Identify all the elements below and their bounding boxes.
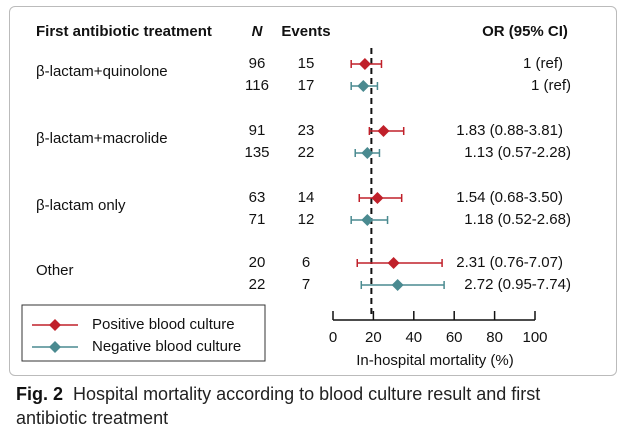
legend-label: Negative blood culture bbox=[92, 338, 241, 355]
events-value: 15 bbox=[298, 55, 315, 72]
column-header: N bbox=[252, 23, 264, 40]
or-label: 2.72 (0.95-7.74) bbox=[464, 276, 571, 293]
caption-text: Hospital mortality according to blood cu… bbox=[16, 384, 541, 428]
legend-marker bbox=[49, 341, 61, 353]
n-value: 91 bbox=[249, 122, 266, 139]
or-label: 2.31 (0.76-7.07) bbox=[456, 254, 563, 271]
n-value: 71 bbox=[249, 211, 266, 228]
n-value: 20 bbox=[249, 254, 266, 271]
legend-marker bbox=[49, 319, 61, 331]
n-value: 63 bbox=[249, 189, 266, 206]
or-label: 1 (ref) bbox=[531, 77, 571, 94]
events-value: 23 bbox=[298, 122, 315, 139]
column-header: Events bbox=[281, 23, 330, 40]
point bbox=[358, 58, 371, 70]
caption-label: Fig. 2 bbox=[16, 384, 64, 404]
caption: Fig. 2 Hospital mortality according to b… bbox=[16, 382, 616, 430]
legend-box bbox=[21, 304, 266, 362]
x-tick-label: 20 bbox=[365, 329, 382, 346]
point bbox=[371, 192, 384, 204]
or-label: 1 (ref) bbox=[523, 55, 563, 72]
events-value: 14 bbox=[298, 189, 315, 206]
legend-label: Positive blood culture bbox=[92, 316, 235, 333]
n-value: 96 bbox=[249, 55, 266, 72]
x-axis-label: In-hospital mortality (%) bbox=[356, 352, 514, 369]
n-value: 22 bbox=[249, 276, 266, 293]
column-header: First antibiotic treatment bbox=[36, 23, 212, 40]
events-value: 6 bbox=[302, 254, 310, 271]
point bbox=[361, 147, 374, 159]
x-tick-label: 60 bbox=[446, 329, 463, 346]
group-label: Other bbox=[36, 262, 74, 279]
group-label: β-lactam+quinolone bbox=[36, 63, 168, 80]
point bbox=[391, 279, 404, 291]
point bbox=[361, 214, 374, 226]
events-value: 22 bbox=[298, 144, 315, 161]
events-value: 12 bbox=[298, 211, 315, 228]
or-label: 1.13 (0.57-2.28) bbox=[464, 144, 571, 161]
x-tick-label: 40 bbox=[405, 329, 422, 346]
error-bar bbox=[356, 259, 443, 267]
point bbox=[377, 125, 390, 137]
n-value: 116 bbox=[245, 77, 269, 94]
x-tick-label: 80 bbox=[486, 329, 503, 346]
chart: First antibiotic treatment N Events OR (… bbox=[21, 23, 571, 369]
or-label: 1.83 (0.88-3.81) bbox=[456, 122, 563, 139]
column-header: OR (95% CI) bbox=[482, 23, 568, 40]
events-value: 17 bbox=[298, 77, 315, 94]
n-value: 135 bbox=[244, 144, 269, 161]
point bbox=[387, 257, 400, 269]
or-label: 1.18 (0.52-2.68) bbox=[464, 211, 571, 228]
group-label: β-lactam+macrolide bbox=[36, 130, 168, 147]
x-tick-label: 100 bbox=[522, 329, 547, 346]
or-label: 1.54 (0.68-3.50) bbox=[456, 189, 563, 206]
group-label: β-lactam only bbox=[36, 197, 126, 214]
x-tick-label: 0 bbox=[329, 329, 337, 346]
point bbox=[357, 80, 370, 92]
events-value: 7 bbox=[302, 276, 310, 293]
figure-panel bbox=[9, 6, 617, 376]
